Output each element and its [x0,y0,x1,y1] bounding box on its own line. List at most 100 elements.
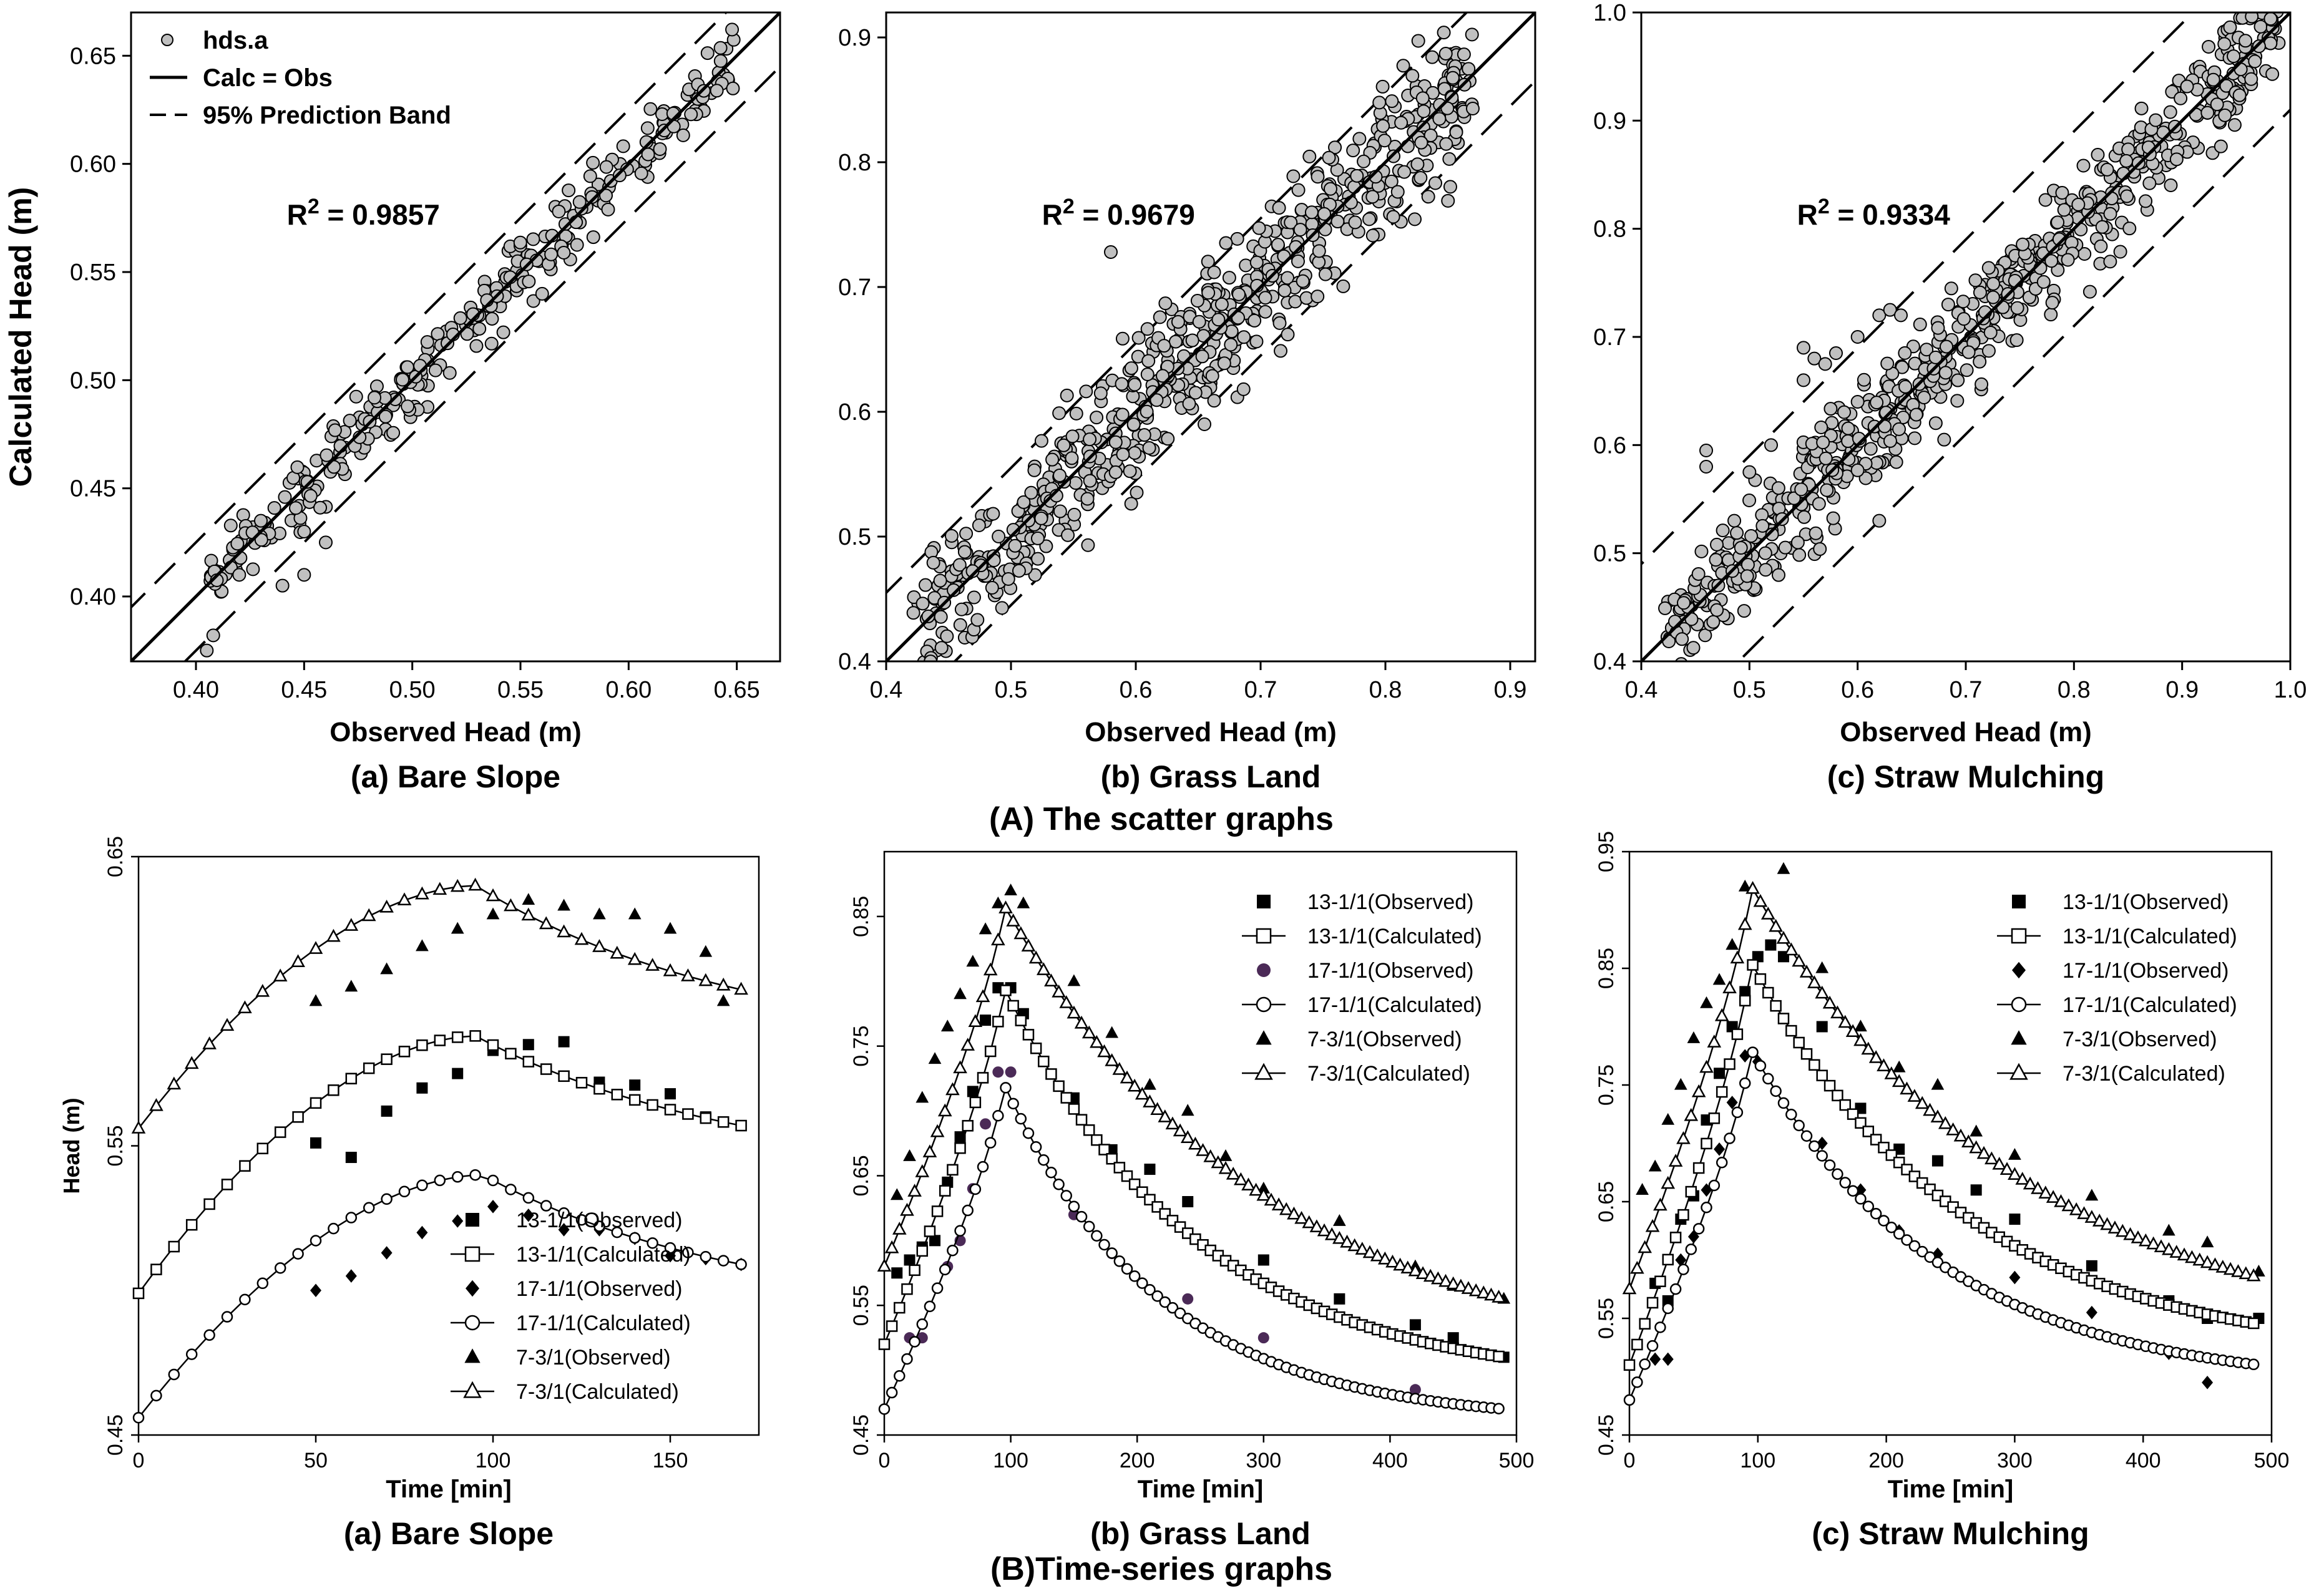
calculated-point [1770,1000,1782,1012]
data-point [2163,105,2177,119]
calculated-point [1370,1248,1385,1262]
calculated-point [1893,1228,1905,1240]
chart-title: (c) Straw Mulching [1812,1516,2089,1551]
calculated-point [1317,1223,1332,1237]
data-point [1813,542,1827,556]
data-point [599,160,613,174]
legend-label: 7-3/1(Observed) [1307,1028,1462,1051]
calculated-point [1074,1015,1089,1029]
calculated-point [1347,1238,1362,1252]
data-point [1826,511,1840,525]
calculated-point [645,958,660,971]
data-point [1968,273,1983,288]
data-point [1126,417,1141,432]
data-point [1207,265,1221,280]
data-point [1742,494,1757,508]
calculated-point [1030,1141,1042,1153]
data-point [953,618,967,632]
calculated-point [1847,1185,1859,1197]
calculated-point [150,1389,162,1402]
data-point [921,609,935,623]
data-point [926,555,940,570]
calculated-point [415,886,429,900]
calculated-point [1106,1247,1118,1259]
observed-point [310,1137,321,1149]
data-point [1192,314,1206,329]
observed-point [1714,1142,1726,1156]
legend-label: 7-3/1(Calculated) [2063,1062,2225,1086]
data-point [2270,0,2282,1]
calculated-point [539,916,554,930]
legend-label: 13-1/1(Calculated) [516,1243,691,1267]
data-point [643,102,658,116]
calculated-point [1144,1283,1156,1296]
observed-point [1409,1384,1421,1396]
data-point [1857,372,1871,387]
data-point [1686,641,1701,655]
y-tick-label: 0.40 [70,584,116,610]
calculated-point [647,1099,658,1111]
calculated-point [2054,1194,2068,1207]
calculated-point [1036,962,1051,975]
calculated-point [593,1220,605,1232]
calculated-point [1816,1069,1828,1082]
calculated-point [983,962,998,976]
calculated-point [486,888,500,902]
calculated-point [1271,1197,1286,1210]
y-tick-label: 0.9 [1593,108,1626,134]
calculated-point [901,1283,913,1295]
data-point [1195,349,1209,364]
calculated-point [1724,1132,1736,1144]
calculated-point [1203,1149,1218,1162]
observed-point [558,1223,570,1237]
calculated-point [909,1336,920,1348]
calculated-point [1622,1281,1637,1295]
plot-frame [1628,850,2273,1436]
data-point [1372,95,1387,110]
calculated-point [1053,1080,1065,1092]
y-tick-label: 0.75 [849,1026,873,1067]
data-point [1053,504,1067,518]
data-point [1182,396,1196,411]
calculated-point [975,989,990,1003]
calculated-point [647,1237,658,1249]
x-tick-label: 0.65 [714,677,760,703]
legend-label: 13-1/1(Observed) [2063,890,2229,914]
calculated-point [2084,1210,2099,1223]
calculated-point [1053,1179,1065,1190]
calculated-point [922,1144,937,1157]
data-point [1140,404,1154,419]
calculated-point [2046,1190,2061,1203]
data-point [1312,244,1326,258]
legend-marker [464,1246,481,1262]
plot-area [131,12,780,661]
data-point [1252,221,1266,235]
data-point [1390,185,1405,199]
calculated-point [1211,1155,1226,1169]
data-point [1794,482,1809,497]
x-tick-label: 0.8 [2058,677,2091,703]
data-point [2122,221,2137,236]
data-point [267,501,281,515]
data-point [1108,435,1123,449]
calculated-point [627,951,642,965]
calculated-point [1044,973,1058,987]
calculated-point [1135,1086,1150,1100]
observed-point [1738,879,1752,892]
calculated-point [1923,1102,1937,1116]
data-point [1142,440,1156,455]
observed-point [1105,1026,1119,1038]
calculated-point [1769,918,1783,932]
data-point [2244,72,2258,86]
calculated-point [1196,1143,1210,1156]
data-point [1027,463,1042,477]
chart-title: (a) Bare Slope [351,759,560,794]
calculated-point [1091,1134,1103,1146]
calculated-point [1653,1197,1667,1211]
calculated-point [203,1329,215,1341]
data-point [1898,379,1913,394]
data-point [1045,452,1060,467]
calculated-point [1022,1029,1035,1041]
observed-point [663,922,677,934]
calculated-point [611,1089,623,1101]
